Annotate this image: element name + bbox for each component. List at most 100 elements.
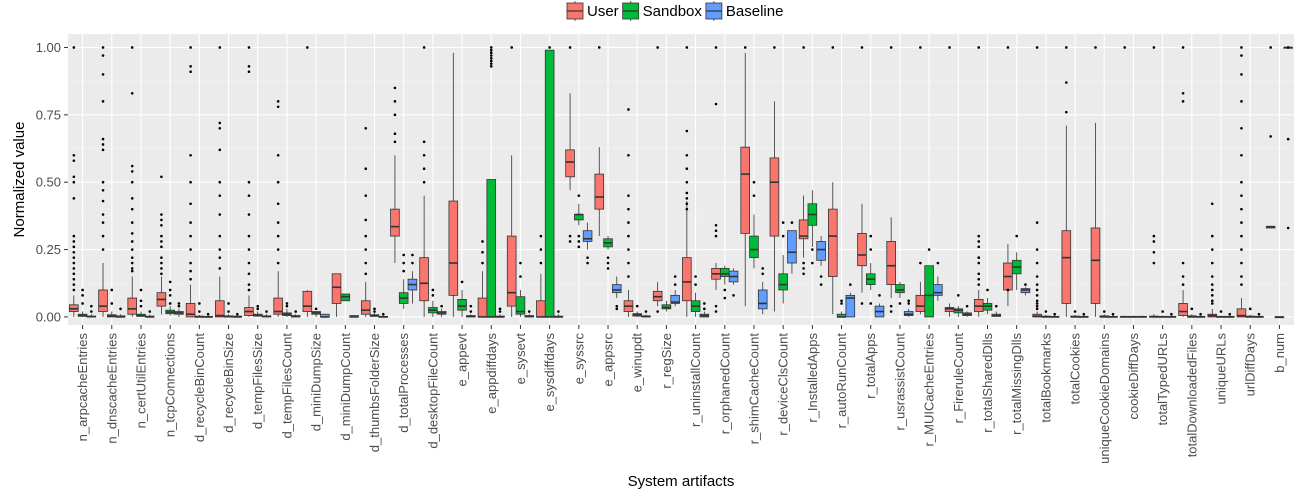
outlier-point bbox=[498, 307, 502, 311]
outlier-point bbox=[110, 302, 114, 305]
outlier-point bbox=[469, 304, 473, 308]
box-iqr bbox=[506, 235, 517, 307]
outlier-point bbox=[627, 275, 630, 278]
outlier-point bbox=[977, 256, 981, 259]
outlier-point bbox=[101, 100, 105, 103]
box-r_uninstallCount-User bbox=[682, 46, 692, 317]
outlier-point bbox=[498, 310, 502, 313]
outlier-point bbox=[72, 261, 76, 265]
outlier-point bbox=[101, 148, 105, 152]
outlier-point bbox=[627, 261, 630, 265]
box-iqr bbox=[1061, 230, 1072, 304]
outlier-point bbox=[781, 221, 785, 224]
box-b_num-Sandbox bbox=[1274, 316, 1285, 319]
box-r_totalMissingDlls-Baseline bbox=[1020, 283, 1031, 296]
box-r_FireruleCount-Baseline bbox=[962, 304, 972, 317]
outlier-point bbox=[72, 245, 76, 249]
x-tick-label: r_shimCacheCount bbox=[746, 333, 761, 445]
outlier-point bbox=[393, 132, 397, 135]
outlier-point bbox=[247, 272, 251, 276]
x-tick-label: e_sysdiffdays bbox=[542, 333, 557, 412]
outlier-point bbox=[977, 272, 981, 276]
x-tick-label: urlDiffDays bbox=[1243, 333, 1258, 397]
outlier-point bbox=[364, 218, 368, 222]
outlier-point bbox=[189, 277, 192, 281]
outlier-point bbox=[673, 283, 677, 286]
outlier-point bbox=[247, 46, 251, 49]
outlier-point bbox=[130, 261, 134, 265]
outlier-point bbox=[977, 261, 981, 265]
x-tick-label: cookieDiffDays bbox=[1126, 333, 1141, 420]
x-tick-label: d_desktopFileCount bbox=[425, 333, 440, 449]
outlier-point bbox=[1181, 100, 1185, 103]
outlier-point bbox=[101, 73, 105, 76]
outlier-point bbox=[265, 310, 268, 313]
outlier-point bbox=[1269, 46, 1272, 49]
outlier-point bbox=[714, 102, 718, 106]
outlier-point bbox=[811, 248, 814, 251]
outlier-point bbox=[1210, 283, 1214, 286]
outlier-point bbox=[177, 302, 181, 305]
x-tick-label: d_thumbsFolderSize bbox=[367, 333, 382, 452]
box-n_dnscacheEntries-Sandbox bbox=[107, 288, 117, 318]
outlier-point bbox=[539, 234, 543, 238]
outlier-point bbox=[790, 221, 794, 224]
outlier-point bbox=[606, 256, 610, 259]
outlier-point bbox=[160, 272, 163, 276]
box-r_InstalledApps-Sandbox bbox=[807, 190, 818, 265]
box-totalCookies-Baseline bbox=[1079, 312, 1089, 318]
outlier-point bbox=[101, 54, 105, 57]
box-iqr bbox=[1178, 303, 1188, 316]
outlier-point bbox=[519, 261, 522, 265]
outlier-point bbox=[977, 234, 981, 238]
outlier-point bbox=[139, 288, 143, 292]
outlier-point bbox=[130, 91, 134, 95]
outlier-point bbox=[247, 234, 251, 238]
x-tick-label: e_appevt bbox=[455, 333, 470, 387]
outlier-point bbox=[364, 127, 368, 130]
box-totalTypedURLs-User bbox=[1149, 46, 1159, 318]
outlier-point bbox=[314, 307, 318, 311]
outlier-point bbox=[994, 304, 998, 308]
outlier-point bbox=[743, 46, 747, 49]
box-d_recycleBinCount-User bbox=[185, 46, 196, 318]
outlier-point bbox=[752, 194, 756, 197]
outlier-point bbox=[1210, 288, 1214, 292]
box-r_InstalledApps-Baseline bbox=[816, 236, 826, 286]
box-d_tempFilesCount-User bbox=[273, 100, 283, 317]
outlier-point bbox=[130, 170, 134, 173]
box-r_totalApps-User bbox=[857, 46, 867, 305]
box-iqr bbox=[828, 208, 838, 277]
outlier-point bbox=[247, 70, 251, 74]
outlier-point bbox=[130, 46, 134, 49]
outlier-point bbox=[703, 302, 706, 305]
outlier-point bbox=[627, 207, 630, 211]
outlier-point bbox=[90, 310, 93, 313]
outlier-point bbox=[489, 51, 493, 55]
box-e_appevt-Sandbox bbox=[457, 280, 467, 317]
outlier-point bbox=[189, 234, 192, 238]
box-r_usrassistCount-User bbox=[886, 46, 896, 313]
x-tick-label: d_recycleBinSize bbox=[221, 333, 236, 433]
outlier-point bbox=[160, 224, 163, 227]
outlier-point bbox=[422, 46, 426, 49]
outlier-point bbox=[781, 234, 785, 238]
outlier-point bbox=[869, 248, 873, 251]
box-d_recycleBinSize-Sandbox bbox=[223, 302, 234, 318]
box-r_MUICacheEntries-Baseline bbox=[933, 261, 943, 301]
y-tick-label: 0.00 bbox=[36, 309, 61, 324]
box-n_dnscacheEntries-Baseline bbox=[115, 307, 126, 318]
outlier-point bbox=[422, 153, 426, 157]
outlier-point bbox=[907, 299, 910, 303]
box-d_miniDumpCount-Sandbox bbox=[340, 293, 351, 302]
box-d_thumbsFolderSize-Baseline bbox=[378, 312, 389, 318]
outlier-point bbox=[189, 70, 192, 74]
outlier-point bbox=[364, 261, 368, 265]
outlier-point bbox=[160, 218, 163, 222]
x-tick-label: r_deviceClsCount bbox=[776, 333, 791, 436]
outlier-point bbox=[1286, 46, 1290, 49]
outlier-point bbox=[811, 261, 814, 265]
outlier-point bbox=[160, 261, 163, 265]
outlier-point bbox=[1210, 261, 1214, 265]
y-tick-label: 0.50 bbox=[36, 175, 61, 190]
